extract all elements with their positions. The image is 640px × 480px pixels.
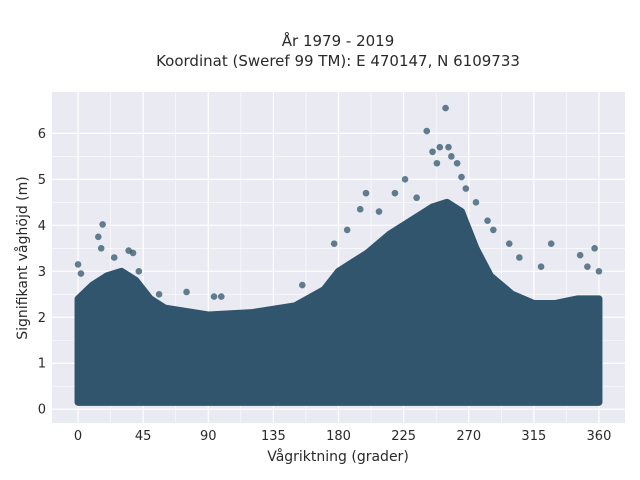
chart-title: År 1979 - 2019: [282, 31, 395, 50]
scatter-point: [576, 251, 584, 259]
scatter-point: [129, 249, 137, 257]
scatter-point: [505, 240, 513, 248]
scatter-point: [401, 176, 409, 183]
scatter-point: [183, 288, 190, 296]
y-tick-label: 2: [38, 311, 46, 326]
scatter-point: [362, 189, 370, 197]
scatter-point: [413, 194, 420, 202]
x-tick-label: 45: [135, 429, 152, 444]
scatter-point: [584, 263, 591, 270]
y-tick-label: 6: [38, 127, 46, 142]
scatter-point: [210, 293, 218, 300]
x-tick-label: 180: [326, 429, 351, 444]
y-axis-label: Signifikant våghöjd (m): [14, 176, 31, 339]
scatter-point: [516, 254, 523, 261]
scatter-point: [74, 261, 82, 268]
scatter-point: [429, 148, 436, 156]
scatter-point: [217, 293, 225, 300]
scatter-point: [458, 173, 465, 181]
scatter-point: [433, 159, 441, 167]
scatter-point: [436, 143, 444, 151]
scatter-point: [547, 240, 555, 248]
scatter-point: [299, 281, 306, 289]
y-tick-label: 5: [38, 173, 46, 188]
data-points: [74, 104, 603, 406]
scatter-point: [595, 267, 603, 275]
y-tick-label: 0: [38, 403, 46, 418]
scatter-point: [110, 254, 118, 261]
scatter-point: [490, 226, 497, 234]
scatter-point: [462, 185, 470, 192]
scatter-point: [356, 205, 364, 213]
x-tick-label: 135: [261, 429, 286, 444]
scatter-point: [484, 217, 491, 225]
x-tick-label: 360: [587, 429, 612, 444]
dense-point-cloud: [74, 198, 603, 406]
scatter-point: [453, 159, 461, 167]
scatter-point: [445, 143, 452, 151]
y-tick-label: 1: [38, 357, 46, 372]
y-tick-label: 4: [38, 219, 46, 234]
scatter-point: [97, 245, 105, 252]
x-tick-label: 270: [456, 429, 481, 444]
scatter-point: [442, 104, 449, 112]
scatter-point: [77, 270, 85, 277]
x-tick-label: 225: [391, 429, 416, 444]
x-tick-label: 0: [74, 429, 82, 444]
chart-subtitle: Koordinat (Sweref 99 TM): E 470147, N 61…: [156, 52, 520, 70]
scatter-point: [448, 153, 455, 160]
scatter-point: [95, 233, 102, 241]
scatter-point: [375, 208, 383, 215]
scatter-point: [330, 240, 338, 248]
scatter-point: [155, 290, 163, 298]
x-axis-label: Vågriktning (grader): [267, 448, 409, 465]
scatter-point: [391, 189, 399, 197]
scatter-point: [343, 226, 351, 234]
scatter-point: [423, 127, 431, 135]
scatter-point: [472, 199, 480, 206]
scatter-point: [135, 267, 143, 275]
y-tick-label: 3: [38, 265, 46, 280]
scatter-point: [99, 221, 106, 228]
scatter-point: [591, 245, 598, 252]
x-tick-label: 90: [200, 429, 217, 444]
x-tick-label: 315: [521, 429, 546, 444]
scatter-point: [537, 263, 545, 270]
